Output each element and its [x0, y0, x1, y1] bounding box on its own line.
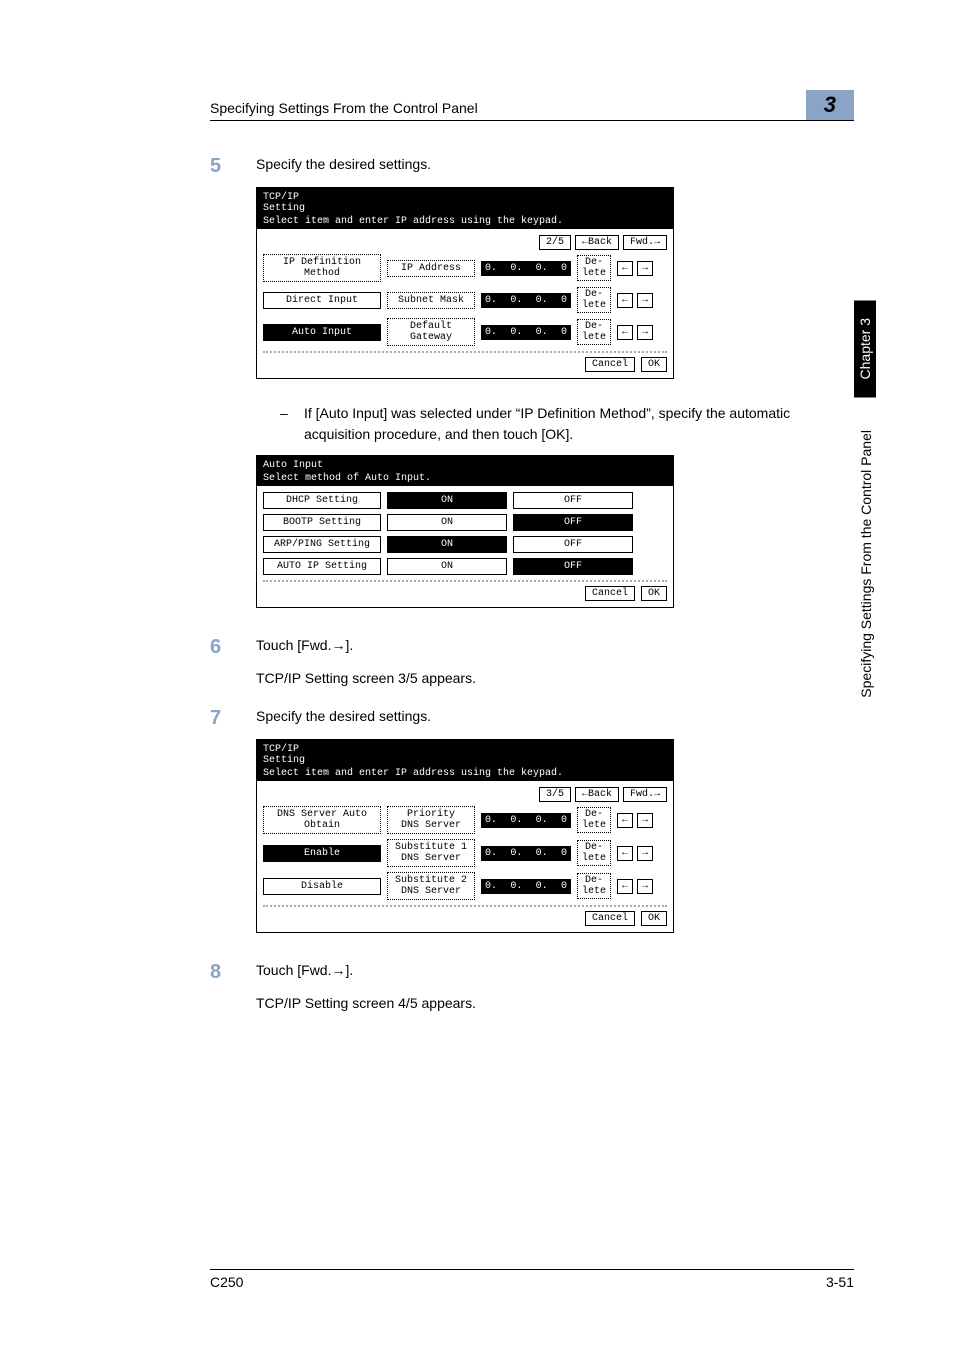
bullet-dash: – [280, 403, 304, 445]
step-8-num: 8 [210, 957, 256, 987]
shotA-subtitle: Select item and enter IP address using t… [263, 216, 667, 227]
step-6-num: 6 [210, 632, 256, 662]
footer-right: 3-51 [826, 1274, 854, 1290]
shotA-title: TCP/IP Setting [263, 192, 667, 214]
header-title: Specifying Settings From the Control Pan… [210, 100, 478, 116]
screenshot-tcpip-3of5: TCP/IP Setting Select item and enter IP … [256, 739, 674, 933]
shotA-field-2-value[interactable]: 0. 0. 0. 0 [481, 325, 571, 340]
shotB-row-2-off[interactable]: OFF [513, 536, 633, 553]
shotA-delete-0[interactable]: De- lete [577, 255, 611, 281]
shotA-field-0-value[interactable]: 0. 0. 0. 0 [481, 261, 571, 276]
shotC-field-1-label[interactable]: Substitute 1 DNS Server [387, 839, 475, 867]
shotA-back-button[interactable]: ←Back [575, 235, 619, 250]
shotC-field-1-value[interactable]: 0. 0. 0. 0 [481, 846, 571, 861]
shotB-row-3-label: AUTO IP Setting [263, 558, 381, 575]
shotA-field-2-label[interactable]: Default Gateway [387, 318, 475, 346]
step-6-text2: TCP/IP Setting screen 3/5 appears. [256, 668, 854, 689]
chapter-badge: 3 [806, 90, 854, 120]
side-title: Specifying Settings From the Control Pan… [858, 430, 874, 698]
shotC-field-2-label[interactable]: Substitute 2 DNS Server [387, 872, 475, 900]
shotA-nav-right-2[interactable]: → [637, 325, 653, 340]
shotC-title: TCP/IP Setting [263, 744, 667, 766]
shotC-subtitle: Select item and enter IP address using t… [263, 768, 667, 779]
shotA-left-btn-0[interactable]: IP Definition Method [263, 254, 381, 282]
footer-left: C250 [210, 1274, 243, 1290]
shotA-delete-1[interactable]: De- lete [577, 287, 611, 313]
shotA-left-btn-2[interactable]: Auto Input [263, 324, 381, 341]
shotB-row-0-on[interactable]: ON [387, 492, 507, 509]
step-8-text: Touch [Fwd.→]. [256, 957, 353, 987]
shotC-nav-left-1[interactable]: ← [617, 846, 633, 861]
step-5-num: 5 [210, 151, 256, 181]
shotA-nav-left-2[interactable]: ← [617, 325, 633, 340]
shotB-row-1-off[interactable]: OFF [513, 514, 633, 531]
shotA-fwd-button[interactable]: Fwd.→ [623, 235, 667, 250]
shotB-ok-button[interactable]: OK [641, 586, 667, 601]
shotA-field-1-label[interactable]: Subnet Mask [387, 292, 475, 309]
shotC-left-btn-0[interactable]: DNS Server Auto Obtain [263, 806, 381, 834]
shotA-cancel-button[interactable]: Cancel [585, 357, 635, 372]
shotA-left-btn-1[interactable]: Direct Input [263, 292, 381, 309]
shotC-delete-0[interactable]: De- lete [577, 807, 611, 833]
shotB-row-0-off[interactable]: OFF [513, 492, 633, 509]
shotC-field-0-label[interactable]: Priority DNS Server [387, 806, 475, 834]
step-6-text: Touch [Fwd.→]. [256, 632, 353, 662]
shotA-nav-left-1[interactable]: ← [617, 293, 633, 308]
shotC-nav-right-0[interactable]: → [637, 813, 653, 828]
shotA-nav-right-1[interactable]: → [637, 293, 653, 308]
shotC-left-btn-2[interactable]: Disable [263, 878, 381, 895]
screenshot-auto-input: Auto Input Select method of Auto Input. … [256, 455, 674, 608]
shotC-nav-left-0[interactable]: ← [617, 813, 633, 828]
shotC-back-button[interactable]: ←Back [575, 787, 619, 802]
shotB-subtitle: Select method of Auto Input. [263, 473, 667, 484]
shotC-nav-left-2[interactable]: ← [617, 879, 633, 894]
shotB-row-2-label: ARP/PING Setting [263, 536, 381, 553]
shotA-nav-left-0[interactable]: ← [617, 261, 633, 276]
shotA-field-0-label[interactable]: IP Address [387, 260, 475, 277]
shotA-field-1-value[interactable]: 0. 0. 0. 0 [481, 293, 571, 308]
shotB-row-1-label: BOOTP Setting [263, 514, 381, 531]
shotA-delete-2[interactable]: De- lete [577, 319, 611, 345]
step-7-num: 7 [210, 703, 256, 733]
shotC-pager: 3/5 [539, 787, 571, 802]
step-5-subtext: If [Auto Input] was selected under “IP D… [304, 403, 854, 445]
shotB-row-0-label: DHCP Setting [263, 492, 381, 509]
step-8-text2: TCP/IP Setting screen 4/5 appears. [256, 993, 854, 1014]
shotA-pager: 2/5 [539, 235, 571, 250]
shotB-row-2-on[interactable]: ON [387, 536, 507, 553]
shotC-field-2-value[interactable]: 0. 0. 0. 0 [481, 879, 571, 894]
shotC-nav-right-1[interactable]: → [637, 846, 653, 861]
shotB-cancel-button[interactable]: Cancel [585, 586, 635, 601]
shotB-row-3-off[interactable]: OFF [513, 558, 633, 575]
shotC-nav-right-2[interactable]: → [637, 879, 653, 894]
side-chapter-label: Chapter 3 [854, 300, 876, 397]
shotA-nav-right-0[interactable]: → [637, 261, 653, 276]
shotB-row-3-on[interactable]: ON [387, 558, 507, 575]
step-5-text: Specify the desired settings. [256, 151, 431, 181]
screenshot-tcpip-2of5: TCP/IP Setting Select item and enter IP … [256, 187, 674, 379]
shotC-field-0-value[interactable]: 0. 0. 0. 0 [481, 813, 571, 828]
shotA-ok-button[interactable]: OK [641, 357, 667, 372]
shotC-delete-2[interactable]: De- lete [577, 873, 611, 899]
shotC-delete-1[interactable]: De- lete [577, 840, 611, 866]
shotC-fwd-button[interactable]: Fwd.→ [623, 787, 667, 802]
shotC-ok-button[interactable]: OK [641, 911, 667, 926]
shotB-row-1-on[interactable]: ON [387, 514, 507, 531]
shotC-cancel-button[interactable]: Cancel [585, 911, 635, 926]
step-7-text: Specify the desired settings. [256, 703, 431, 733]
shotB-title: Auto Input [263, 460, 667, 471]
shotC-left-btn-1[interactable]: Enable [263, 845, 381, 862]
